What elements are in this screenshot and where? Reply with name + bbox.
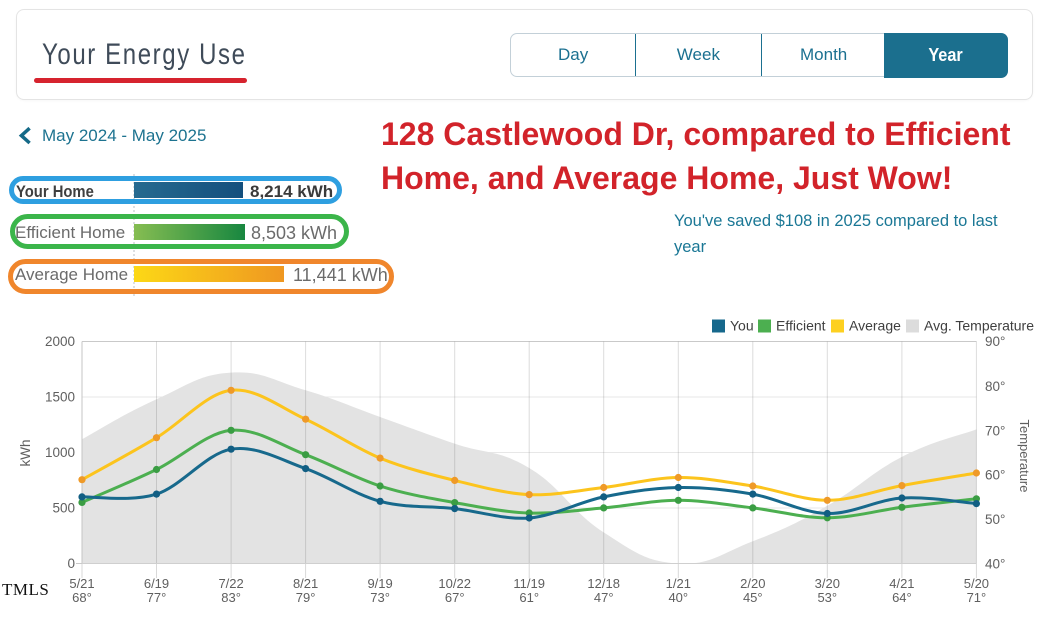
svg-text:60°: 60° xyxy=(985,468,1005,483)
svg-text:80°: 80° xyxy=(985,379,1005,394)
svg-text:68°: 68° xyxy=(72,590,92,605)
svg-text:1/21: 1/21 xyxy=(666,576,691,591)
svg-text:50°: 50° xyxy=(985,512,1005,527)
svg-text:Efficient: Efficient xyxy=(776,318,826,334)
svg-text:5/20: 5/20 xyxy=(964,576,989,591)
svg-text:500: 500 xyxy=(52,501,75,516)
svg-text:6/19: 6/19 xyxy=(144,576,169,591)
svg-text:Temperature: Temperature xyxy=(1017,420,1032,493)
svg-text:90°: 90° xyxy=(985,334,1005,349)
svg-text:83°: 83° xyxy=(221,590,241,605)
svg-text:7/22: 7/22 xyxy=(218,576,243,591)
svg-text:10/22: 10/22 xyxy=(438,576,471,591)
svg-text:9/19: 9/19 xyxy=(367,576,392,591)
svg-text:2/20: 2/20 xyxy=(740,576,765,591)
svg-text:0: 0 xyxy=(67,556,75,571)
svg-text:Average: Average xyxy=(849,318,901,334)
svg-text:45°: 45° xyxy=(743,590,763,605)
svg-text:70°: 70° xyxy=(985,423,1005,438)
svg-text:40°: 40° xyxy=(985,557,1005,572)
svg-text:79°: 79° xyxy=(296,590,316,605)
svg-text:2000: 2000 xyxy=(45,334,75,349)
svg-text:Avg. Temperature: Avg. Temperature xyxy=(924,318,1034,334)
svg-text:1500: 1500 xyxy=(45,390,75,405)
svg-text:53°: 53° xyxy=(817,590,837,605)
svg-text:64°: 64° xyxy=(892,590,912,605)
svg-text:71°: 71° xyxy=(967,590,987,605)
svg-text:73°: 73° xyxy=(370,590,390,605)
svg-text:8/21: 8/21 xyxy=(293,576,318,591)
svg-text:67°: 67° xyxy=(445,590,465,605)
svg-text:47°: 47° xyxy=(594,590,614,605)
svg-text:61°: 61° xyxy=(519,590,539,605)
svg-text:5/21: 5/21 xyxy=(69,576,94,591)
svg-text:4/21: 4/21 xyxy=(889,576,914,591)
svg-text:77°: 77° xyxy=(147,590,167,605)
svg-text:kWh: kWh xyxy=(18,440,33,467)
svg-text:40°: 40° xyxy=(668,590,688,605)
svg-text:You: You xyxy=(730,318,754,334)
svg-text:1000: 1000 xyxy=(45,445,75,460)
svg-text:3/20: 3/20 xyxy=(815,576,840,591)
svg-text:12/18: 12/18 xyxy=(587,576,620,591)
svg-text:11/19: 11/19 xyxy=(513,576,545,591)
